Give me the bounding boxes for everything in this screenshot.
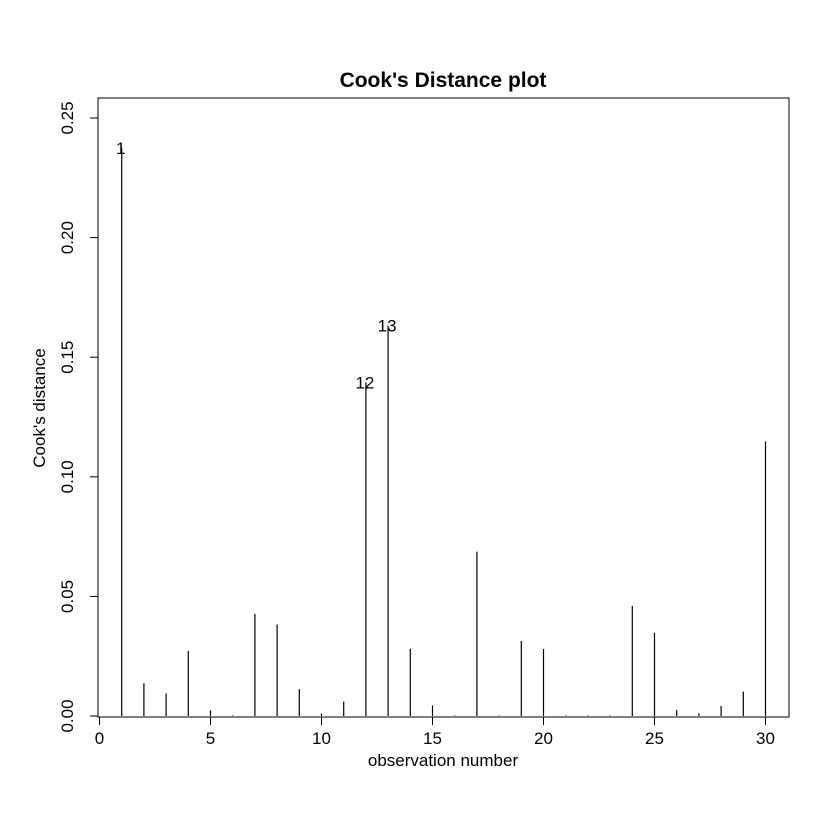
point-labels: 1 12 13 (116, 139, 397, 392)
x-tick-label: 25 (645, 729, 664, 748)
x-tick-label: 15 (423, 729, 442, 748)
plot-frame (97, 97, 790, 718)
x-axis: 0 5 10 15 20 25 30 (95, 716, 775, 748)
y-tick-label: 0.15 (58, 341, 77, 374)
y-axis: 0.00 0.05 0.10 0.15 0.20 0.25 (58, 101, 99, 733)
x-axis-label: observation number (368, 751, 519, 770)
x-tick-label: 0 (95, 729, 104, 748)
point-label-12: 12 (355, 373, 374, 392)
y-tick-label: 0.00 (58, 699, 77, 732)
x-tick-label: 10 (312, 729, 331, 748)
point-label-13: 13 (378, 317, 397, 336)
point-label-1: 1 (116, 139, 125, 158)
y-tick-label: 0.05 (58, 580, 77, 613)
y-tick-label: 0.10 (58, 460, 77, 493)
x-tick-label: 30 (756, 729, 775, 748)
bars (121, 147, 767, 716)
y-tick-label: 0.20 (58, 221, 77, 254)
y-tick-label: 0.25 (58, 101, 77, 134)
x-tick-label: 20 (534, 729, 553, 748)
x-tick-label: 5 (206, 729, 215, 748)
y-axis-label: Cook's distance (30, 348, 49, 467)
chart-title: Cook's Distance plot (340, 69, 547, 92)
